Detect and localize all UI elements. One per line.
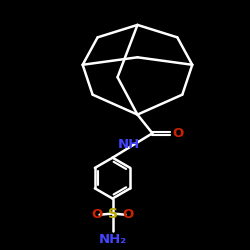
Text: O: O — [123, 208, 134, 221]
Text: NH₂: NH₂ — [98, 234, 126, 246]
Text: O: O — [91, 208, 102, 221]
Text: S: S — [108, 206, 118, 220]
Text: O: O — [172, 127, 184, 140]
Text: NH: NH — [118, 138, 140, 151]
